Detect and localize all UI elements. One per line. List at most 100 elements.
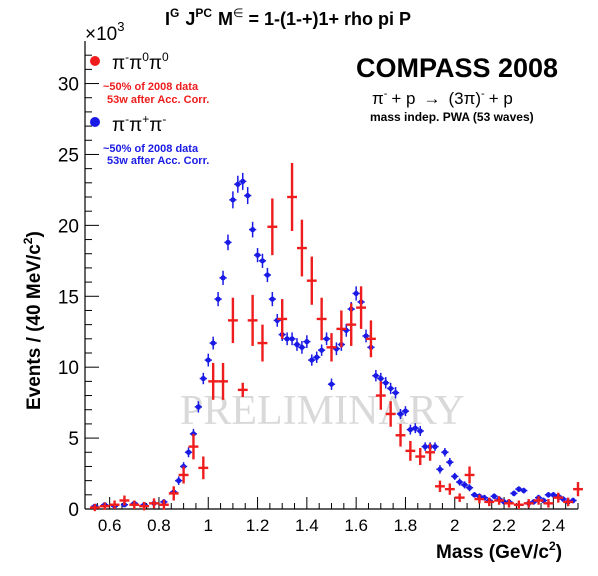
data-point-neutral: [119, 495, 130, 506]
data-point-charged: [352, 286, 360, 301]
legend-neutral-q2: 0: [142, 50, 149, 64]
legend-neutral-pi2: π: [129, 53, 142, 74]
data-point-charged: [249, 221, 257, 238]
data-point-neutral: [444, 483, 455, 495]
legend-note-neutral-1: ~50% of 2008 data: [103, 81, 199, 93]
data-point-neutral: [287, 162, 297, 232]
legend-neutral-q3: 0: [162, 50, 169, 64]
data-point-neutral: [484, 497, 495, 507]
data-point-neutral: [513, 500, 524, 509]
data-point-neutral: [306, 256, 317, 305]
data-point-charged: [515, 486, 523, 492]
y-multiplier-exp: 3: [117, 19, 124, 34]
reaction-plus-p: + p: [391, 89, 415, 108]
title-g-sup: G: [170, 6, 179, 20]
data-point-charged: [322, 332, 331, 346]
reaction-arrow: →: [424, 89, 441, 108]
data-point-neutral: [257, 324, 268, 362]
reaction-three-pi: (3π): [449, 89, 482, 108]
y-axis-label: Events / (40 MeV/c2): [21, 231, 45, 410]
y-tick-label: 25: [58, 145, 79, 166]
title-rest: = 1-(1-+)1+ rho pi P: [249, 9, 412, 29]
legend-charged-q1: -: [125, 112, 129, 126]
series-neutral: [89, 162, 583, 512]
data-point-charged: [416, 426, 424, 436]
legend-label-charged: π-π+π-: [112, 112, 166, 136]
data-point-charged: [263, 267, 272, 283]
x-axis-label: Mass (GeV/c2): [436, 539, 562, 563]
data-point-neutral: [218, 362, 228, 400]
data-point-neutral: [336, 310, 347, 348]
data-point-charged: [411, 423, 419, 434]
data-point-neutral: [533, 496, 544, 505]
pwa-note: mass indep. PWA (53 waves): [370, 110, 534, 124]
data-point-neutral: [158, 499, 169, 510]
data-point-neutral: [326, 333, 337, 362]
data-point-charged: [318, 344, 326, 356]
data-point-charged: [239, 172, 247, 190]
data-point-neutral: [563, 497, 574, 507]
data-point-neutral: [543, 499, 554, 508]
data-point-charged: [199, 372, 207, 385]
data-point-charged: [298, 340, 306, 354]
data-point-charged: [214, 292, 222, 307]
y-axis-label-main: Events / (40 MeV/c: [24, 244, 45, 410]
y-axis-label-close: ): [24, 231, 45, 237]
legend-note-neutral-2: 53w after Acc. Corr.: [107, 94, 209, 106]
legend-charged-pi1: π: [112, 115, 125, 136]
data-point-neutral: [149, 498, 159, 509]
data-point-neutral: [573, 482, 583, 497]
data-point-neutral: [188, 433, 199, 460]
data-point-charged: [204, 353, 212, 367]
data-point-charged: [465, 484, 474, 492]
data-point-charged: [520, 487, 528, 494]
data-point-neutral: [395, 423, 406, 447]
data-point-charged: [510, 490, 518, 497]
legend-note-charged-1: ~50% of 2008 data: [103, 143, 199, 155]
data-point-charged: [396, 409, 405, 419]
data-point-charged: [224, 234, 232, 251]
data-point-charged: [303, 335, 311, 349]
data-point-neutral: [99, 502, 110, 510]
reaction-pi-charge: -: [384, 88, 388, 100]
data-point-charged: [431, 442, 439, 451]
data-point-charged: [406, 424, 414, 435]
data-point-neutral: [425, 443, 436, 461]
data-point-charged: [244, 187, 252, 205]
data-point-charged: [184, 447, 193, 458]
experiment-label: COMPASS 2008: [356, 53, 558, 83]
data-point-charged: [382, 377, 390, 389]
data-point-neutral: [129, 500, 140, 509]
data-point-charged: [308, 354, 316, 366]
x-axis-label-main: Mass (GeV/c: [436, 542, 549, 563]
data-point-charged: [194, 401, 202, 413]
data-point-neutral: [405, 440, 416, 461]
reaction-pi: π: [372, 89, 384, 108]
data-point-neutral: [454, 493, 465, 502]
data-point-charged: [268, 292, 276, 307]
data-point-neutral: [267, 198, 278, 256]
data-point-charged: [288, 332, 296, 346]
title-i: I: [165, 9, 170, 29]
data-point-neutral: [109, 500, 120, 509]
data-point-charged: [229, 191, 237, 209]
legend-charged-pi3: π: [149, 115, 162, 136]
y-tick-label: 15: [58, 287, 79, 308]
y-tick-label: 0: [68, 500, 79, 521]
data-point-charged: [175, 476, 183, 485]
legend: π-π0π0 ~50% of 2008 data 53w after Acc. …: [90, 50, 209, 167]
data-point-neutral: [237, 382, 248, 397]
data-point-neutral: [139, 501, 150, 511]
x-tick-label: 0.6: [98, 516, 122, 535]
legend-marker-neutral: [90, 56, 100, 66]
data-point-neutral: [346, 303, 357, 346]
watermark-preliminary: PRELIMINARY: [180, 388, 465, 434]
data-point-charged: [219, 270, 227, 285]
data-point-charged: [451, 472, 459, 480]
data-point-neutral: [89, 504, 100, 512]
data-point-charged: [234, 175, 242, 193]
data-point-neutral: [415, 448, 426, 466]
data-point-charged: [253, 248, 262, 263]
